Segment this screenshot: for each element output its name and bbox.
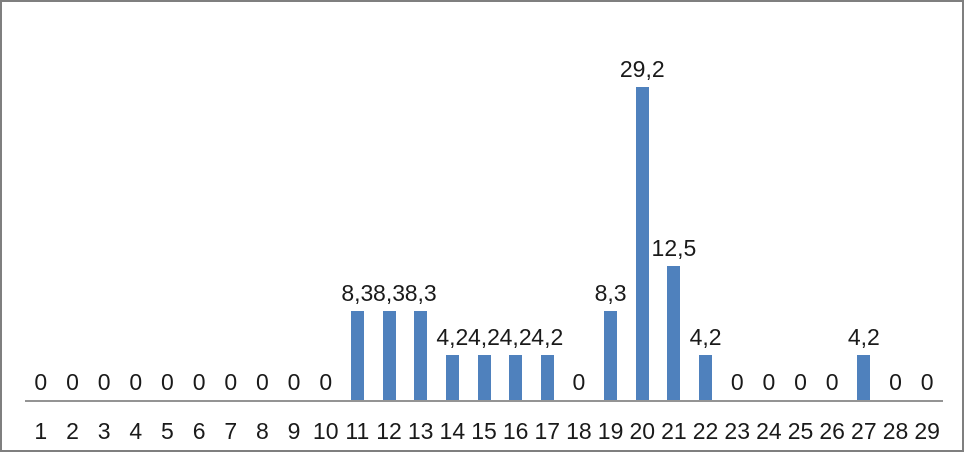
x-axis-tick-label-2: 2 — [66, 418, 79, 444]
data-label-category-16: 4,2 — [499, 324, 532, 350]
x-axis-tick-label-12: 12 — [376, 418, 402, 444]
x-axis-tick-label-15: 15 — [471, 418, 497, 444]
x-axis-tick-label-3: 3 — [97, 418, 111, 444]
data-label-category-5: 0 — [161, 369, 174, 395]
x-axis-tick-label-27: 27 — [851, 418, 877, 444]
x-axis-tick-label-25: 25 — [787, 418, 814, 444]
x-axis-tick-label-22: 22 — [692, 418, 719, 444]
bar-category-15 — [477, 355, 491, 400]
x-axis-tick-label-18: 18 — [566, 418, 592, 444]
data-label-category-27: 4,2 — [847, 324, 880, 350]
data-label-category-1: 0 — [34, 369, 48, 395]
bar-category-22 — [699, 355, 713, 400]
data-label-category-11: 8,3 — [341, 280, 374, 306]
data-label-category-3: 0 — [97, 369, 111, 395]
x-axis-tick-label-11: 11 — [345, 418, 370, 444]
data-label-category-25: 0 — [794, 369, 807, 395]
data-label-category-28: 0 — [889, 369, 902, 395]
x-axis-tick-label-20: 20 — [629, 418, 656, 444]
data-label-category-8: 0 — [256, 369, 269, 395]
x-axis-tick-label-8: 8 — [256, 418, 269, 444]
data-label-category-2: 0 — [66, 369, 79, 395]
data-label-category-23: 0 — [730, 369, 744, 395]
x-axis-tick-label-29: 29 — [914, 418, 940, 444]
data-label-category-22: 4,2 — [689, 324, 722, 350]
data-label-category-15: 4,2 — [468, 324, 500, 350]
data-label-category-20: 29,2 — [619, 56, 665, 82]
bar-category-16 — [509, 355, 523, 400]
data-label-category-4: 0 — [129, 369, 143, 395]
x-axis-tick-label-24: 24 — [756, 418, 782, 444]
data-label-category-18: 0 — [572, 369, 586, 395]
x-axis-tick-label-10: 10 — [312, 418, 339, 444]
x-axis-tick-label-1: 1 — [34, 418, 48, 444]
x-axis-tick-label-14: 14 — [439, 418, 466, 444]
x-axis-tick-label-26: 26 — [819, 418, 845, 444]
x-axis-tick-label-23: 23 — [724, 418, 751, 444]
x-axis-tick-label-7: 7 — [224, 418, 238, 444]
bar-category-13 — [414, 311, 428, 400]
bar-category-17 — [540, 355, 554, 400]
bar-category-21 — [667, 266, 681, 400]
bar-category-19 — [604, 311, 618, 400]
data-label-category-14: 4,2 — [436, 324, 469, 350]
data-label-category-12: 8,3 — [373, 280, 406, 306]
x-axis-tick-label-28: 28 — [882, 418, 909, 444]
data-label-category-24: 0 — [762, 369, 776, 395]
x-axis-tick-label-17: 17 — [534, 418, 561, 444]
x-axis-tick-label-13: 13 — [407, 418, 434, 444]
data-label-category-19: 8,3 — [594, 280, 627, 306]
x-axis-tick-label-19: 19 — [597, 418, 624, 444]
bar-category-20 — [635, 87, 649, 400]
x-axis-tick-label-9: 9 — [287, 418, 301, 444]
data-label-category-7: 0 — [224, 369, 238, 395]
x-axis-tick-label-5: 5 — [161, 418, 174, 444]
bar-category-11 — [350, 311, 364, 400]
x-axis-tick-label-4: 4 — [129, 418, 143, 444]
bar-category-27 — [857, 355, 871, 400]
x-axis-tick-label-16: 16 — [502, 418, 529, 444]
data-label-category-26: 0 — [825, 369, 839, 395]
x-axis-tick-label-6: 6 — [192, 418, 206, 444]
bar-category-12 — [382, 311, 396, 400]
data-label-category-6: 0 — [192, 369, 206, 395]
x-axis-tick-label-21: 21 — [661, 418, 687, 444]
data-label-category-10: 0 — [319, 369, 333, 395]
data-label-category-9: 0 — [287, 369, 301, 395]
x-axis-line — [25, 400, 943, 402]
data-label-category-17: 4,2 — [531, 324, 564, 350]
data-label-category-29: 0 — [920, 369, 934, 395]
bar-category-14 — [445, 355, 459, 400]
data-label-category-21: 12,5 — [651, 235, 697, 261]
data-label-category-13: 8,3 — [404, 280, 437, 306]
